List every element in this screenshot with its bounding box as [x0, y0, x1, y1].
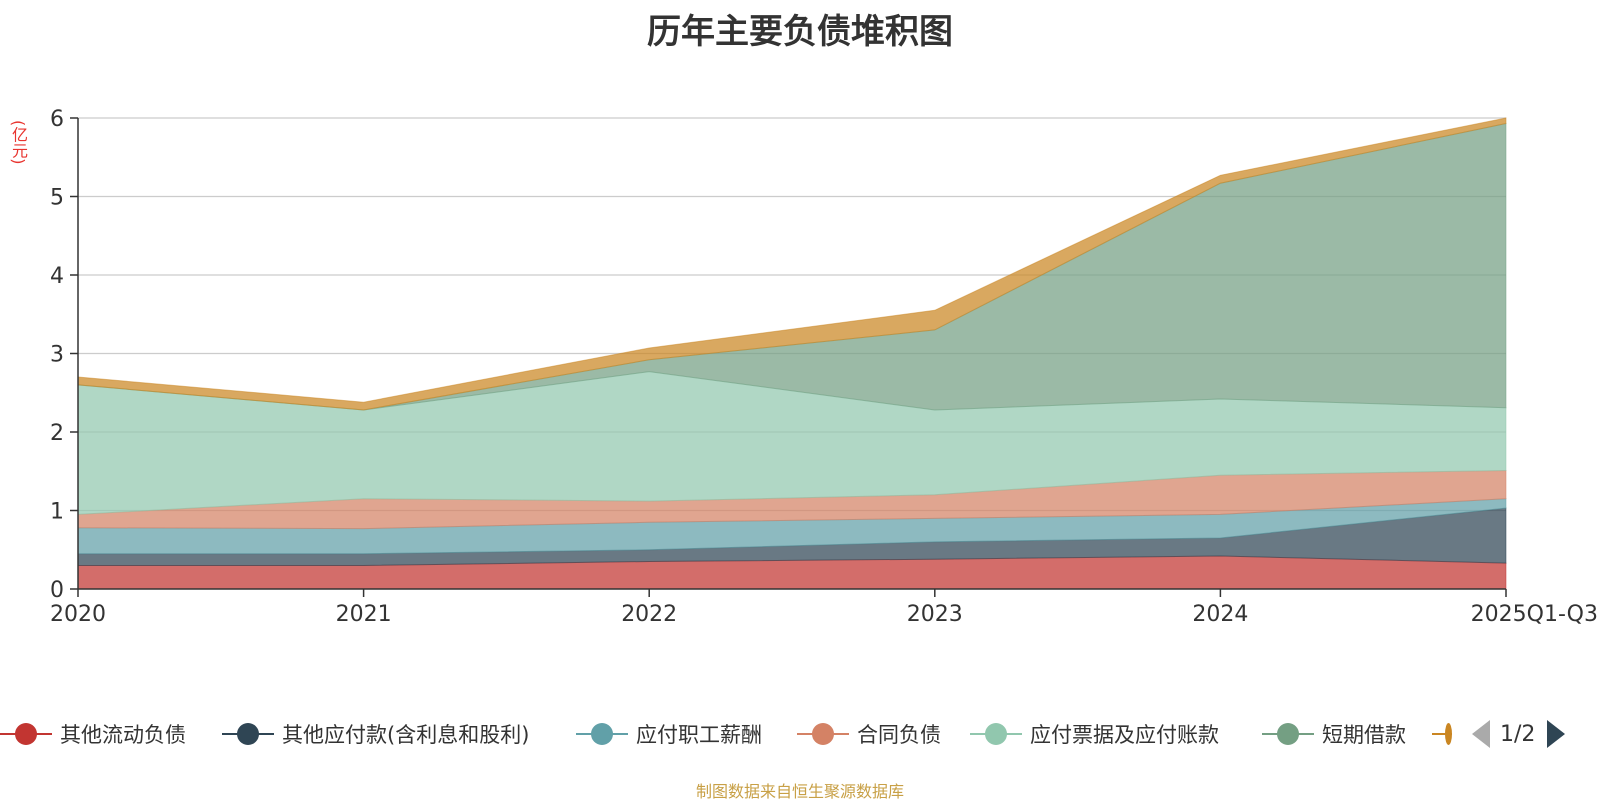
- axes: 0 1 2 3 4 5 6 2020 2021 2022 2023 2024 2025Q1-Q3: [50, 107, 1598, 627]
- legend-marker-icon: [970, 722, 1022, 746]
- legend-item[interactable]: 其他流动负债: [0, 712, 186, 756]
- x-tick-label: 2021: [336, 602, 392, 627]
- legend-item[interactable]: 应付职工薪酬: [576, 712, 762, 756]
- legend-label: 短期借款: [1322, 723, 1406, 747]
- legend-item[interactable]: 合同负债: [797, 712, 941, 756]
- area-series-6: [77, 117, 1507, 411]
- legend-marker-icon: [576, 722, 628, 746]
- legend-marker-icon: [0, 722, 52, 746]
- legend-label: 应付票据及应付账款: [1030, 723, 1219, 747]
- y-tick-label: 5: [50, 186, 64, 211]
- x-tick-label: 2024: [1192, 602, 1248, 627]
- legend-label: 其他流动负债: [60, 723, 186, 747]
- y-tick-label: 0: [50, 578, 64, 603]
- legend-page-indicator: 1/2: [1500, 721, 1536, 747]
- y-tick-label: 2: [50, 421, 64, 446]
- x-tick-label: 2020: [50, 602, 106, 627]
- data-source-note: 制图数据来自恒生聚源数据库: [695, 782, 904, 801]
- legend-label: 应付职工薪酬: [636, 723, 762, 747]
- legend-item[interactable]: [1432, 712, 1460, 756]
- legend-item[interactable]: 短期借款: [1262, 712, 1406, 756]
- x-tick-label: 2023: [907, 602, 963, 627]
- x-tick-label: 2025Q1-Q3: [1471, 602, 1598, 627]
- y-tick-label: 1: [50, 500, 64, 525]
- stacked-area-chart: 0 1 2 3 4 5 6 2020 2021 2022 2023 2024 2025Q1-Q3: [50, 107, 1598, 627]
- legend-marker-icon: [1432, 722, 1452, 746]
- legend-item[interactable]: 其他应付款(含利息和股利): [222, 712, 529, 756]
- legend-next-page-icon[interactable]: [1547, 720, 1566, 748]
- legend-pager: 1/2: [1472, 712, 1566, 756]
- legend-marker-icon: [1262, 722, 1314, 746]
- legend-label: 其他应付款(含利息和股利): [282, 723, 530, 747]
- y-axis-unit-label: (亿元): [9, 120, 28, 165]
- y-tick-label: 6: [50, 107, 64, 132]
- legend: 其他流动负债 其他应付款(含利息和股利) 应付职工薪酬 合同负债 应付票据及应付账款 短期…: [0, 712, 1600, 756]
- x-tick-label: 2022: [621, 602, 677, 627]
- legend-label: 合同负债: [857, 723, 941, 747]
- y-tick-label: 3: [50, 343, 64, 368]
- y-tick-label: 4: [50, 264, 64, 289]
- legend-item[interactable]: 应付票据及应付账款: [970, 712, 1219, 756]
- legend-marker-icon: [797, 722, 849, 746]
- chart-title: 历年主要负债堆积图: [647, 12, 953, 52]
- legend-prev-page-icon[interactable]: [1472, 720, 1490, 748]
- legend-marker-icon: [222, 722, 274, 746]
